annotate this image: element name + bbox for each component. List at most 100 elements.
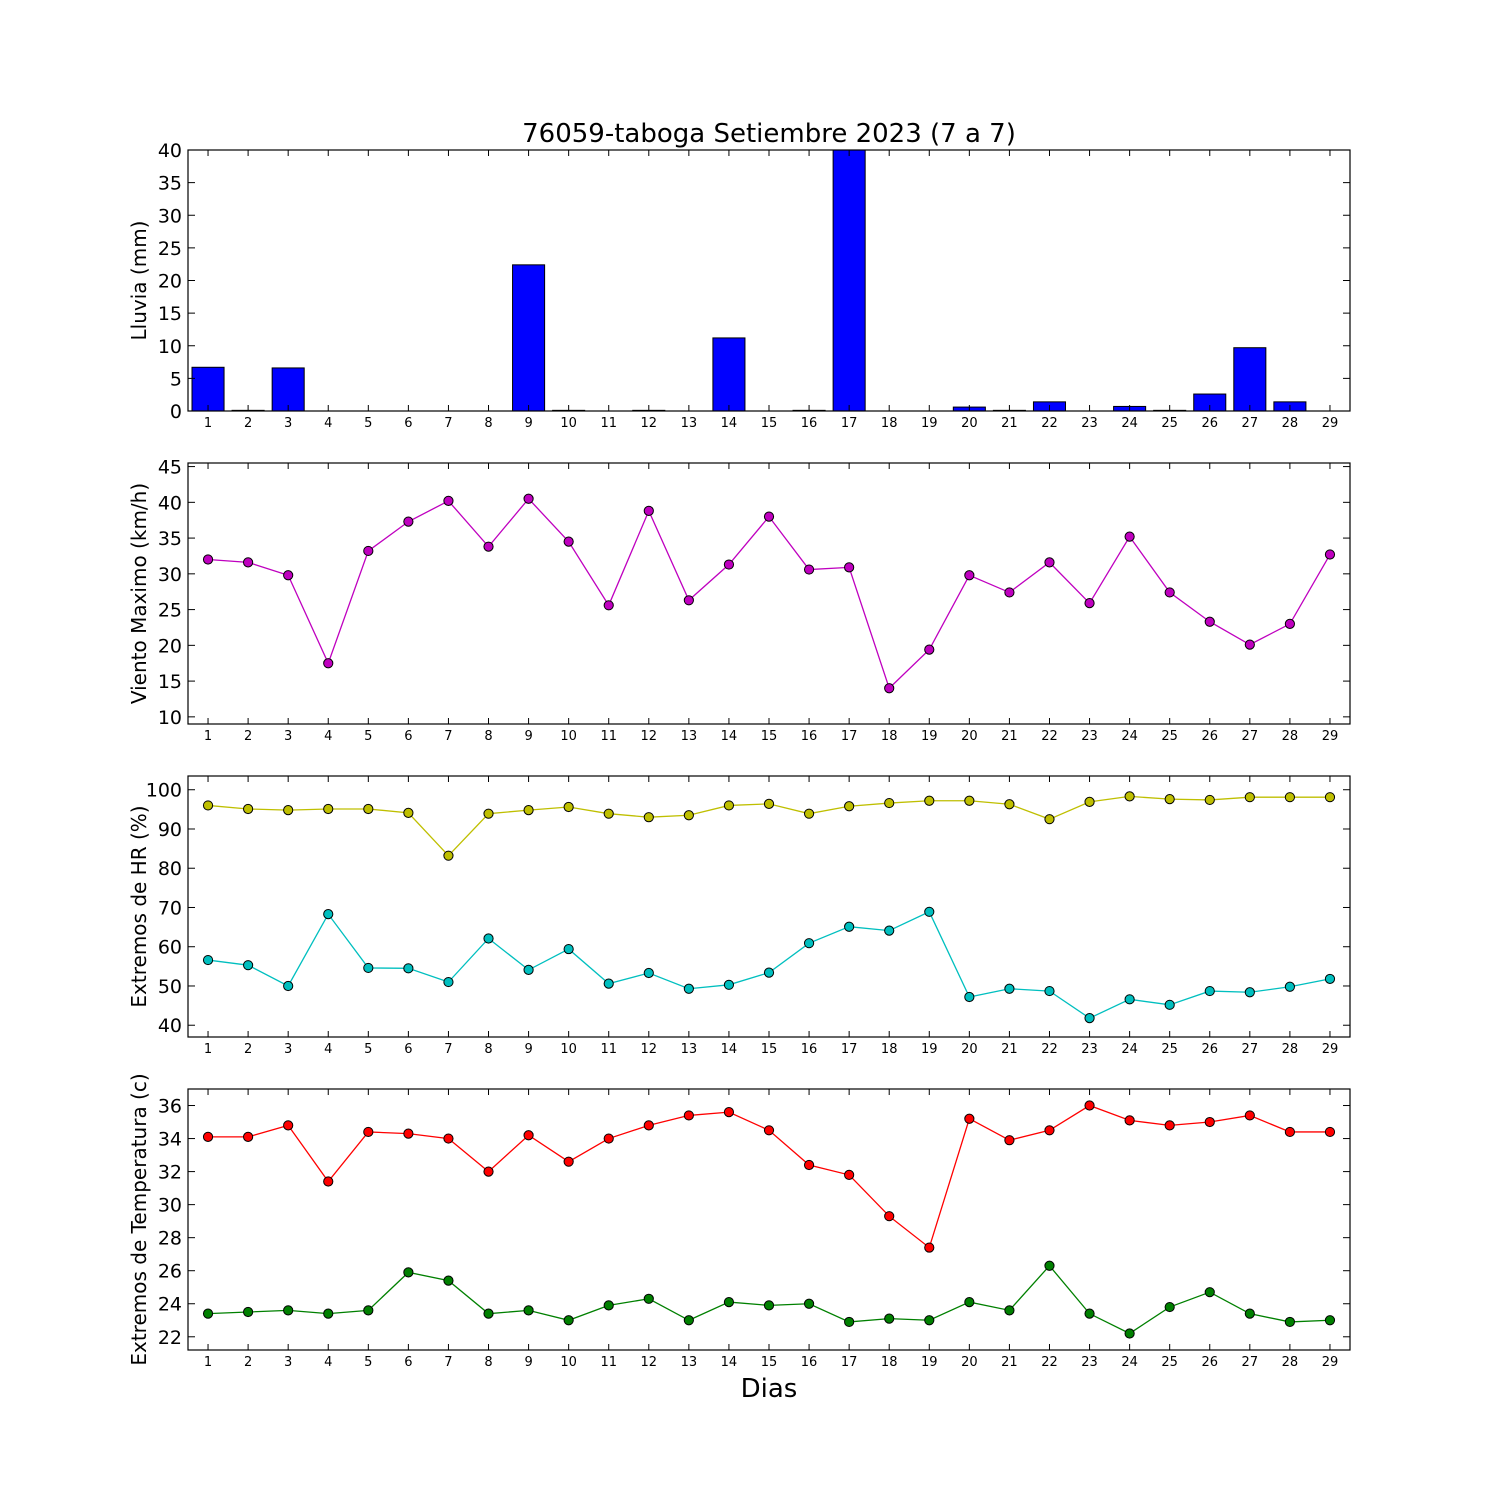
x-tick-label: 26 — [1201, 1042, 1218, 1057]
y-tick-label: 15 — [158, 303, 182, 325]
x-tick-label: 1 — [204, 416, 212, 431]
data-point — [202, 1131, 214, 1143]
data-point — [563, 801, 574, 813]
data-point — [884, 925, 895, 936]
data-point — [1004, 1305, 1015, 1316]
data-point — [1244, 792, 1255, 803]
x-tick-label: 21 — [1001, 1355, 1018, 1370]
y-axis-label: Viento Maximo (km/h) — [127, 483, 151, 704]
data-point — [803, 808, 815, 819]
data-point — [523, 805, 534, 816]
data-point — [202, 954, 214, 966]
x-tick-label: 24 — [1121, 1355, 1138, 1370]
data-point — [1084, 598, 1095, 609]
data-point — [563, 1315, 574, 1326]
data-point — [363, 1126, 374, 1138]
data-point — [523, 493, 534, 504]
data-point — [1284, 1126, 1295, 1138]
data-point — [1164, 1301, 1175, 1313]
data-point — [1324, 792, 1336, 803]
x-tick-label: 12 — [641, 416, 658, 431]
data-point — [603, 808, 614, 819]
x-tick-label: 11 — [600, 1042, 617, 1057]
x-tick-label: 3 — [284, 729, 292, 744]
x-tick-label: 5 — [364, 1355, 372, 1370]
x-tick-label: 19 — [921, 729, 938, 744]
x-tick-label: 13 — [681, 1042, 698, 1057]
x-tick-label: 3 — [284, 1042, 292, 1057]
x-tick-label: 9 — [524, 1042, 532, 1057]
x-tick-label: 28 — [1282, 1042, 1299, 1057]
data-point — [1284, 1316, 1295, 1328]
data-point — [1204, 1116, 1215, 1128]
data-point — [1204, 794, 1215, 806]
x-tick-label: 26 — [1201, 729, 1218, 744]
data-point — [964, 570, 975, 581]
data-point — [683, 810, 694, 821]
data-point — [1204, 985, 1215, 997]
x-tick-label: 6 — [404, 1355, 412, 1370]
y-tick-label: 80 — [158, 858, 182, 880]
data-point — [1164, 794, 1175, 805]
x-tick-label: 9 — [524, 416, 532, 431]
x-tick-label: 13 — [681, 729, 698, 744]
y-tick-label: 40 — [158, 492, 182, 514]
x-tick-label: 2 — [244, 416, 252, 431]
x-tick-label: 29 — [1322, 416, 1339, 431]
x-tick-label: 5 — [364, 729, 372, 744]
data-point — [323, 803, 334, 815]
data-point — [763, 511, 775, 522]
y-axis-label: Extremos de HR (%) — [127, 805, 151, 1007]
x-tick-label: 18 — [881, 416, 898, 431]
data-point — [643, 967, 654, 979]
data-point — [1084, 796, 1095, 808]
x-tick-label: 20 — [961, 416, 978, 431]
data-point — [1324, 549, 1336, 560]
x-tick-label: 26 — [1201, 416, 1218, 431]
x-tick-label: 10 — [560, 1042, 577, 1057]
x-tick-label: 12 — [641, 1042, 658, 1057]
x-tick-label: 16 — [801, 1042, 818, 1057]
data-point — [283, 570, 294, 581]
data-point — [403, 1267, 414, 1278]
x-tick-label: 8 — [484, 729, 492, 744]
data-point — [924, 906, 935, 917]
x-tick-label: 18 — [881, 1355, 898, 1370]
data-point — [243, 1306, 254, 1318]
x-tick-label: 27 — [1242, 1042, 1259, 1057]
data-point — [723, 979, 735, 990]
x-tick-label: 25 — [1161, 1355, 1178, 1370]
data-point — [443, 1133, 454, 1144]
data-point — [443, 495, 454, 506]
data-point — [723, 559, 735, 570]
y-tick-label: 20 — [158, 271, 182, 293]
data-point — [1004, 587, 1015, 598]
data-point — [563, 1156, 574, 1167]
y-tick-label: 45 — [158, 457, 182, 479]
x-tick-label: 15 — [761, 729, 778, 744]
data-point — [483, 808, 494, 819]
x-tick-label: 12 — [641, 1355, 658, 1370]
x-tick-label: 11 — [600, 729, 617, 744]
data-point — [1204, 616, 1215, 627]
x-tick-label: 23 — [1081, 1355, 1098, 1370]
data-point — [323, 1176, 334, 1187]
data-point — [363, 962, 374, 974]
data-point — [563, 943, 574, 955]
y-tick-label: 0 — [170, 401, 182, 423]
rain-bar — [191, 366, 225, 412]
x-tick-label: 1 — [204, 1042, 212, 1057]
data-point — [884, 1211, 895, 1222]
y-tick-label: 34 — [158, 1129, 182, 1151]
data-point — [1044, 985, 1055, 997]
x-tick-label: 28 — [1282, 416, 1299, 431]
x-tick-label: 4 — [324, 1355, 332, 1370]
y-tick-label: 60 — [158, 937, 182, 959]
data-point — [523, 1130, 534, 1141]
data-point — [603, 978, 614, 989]
data-point — [1164, 587, 1175, 598]
data-point — [1124, 1115, 1135, 1126]
